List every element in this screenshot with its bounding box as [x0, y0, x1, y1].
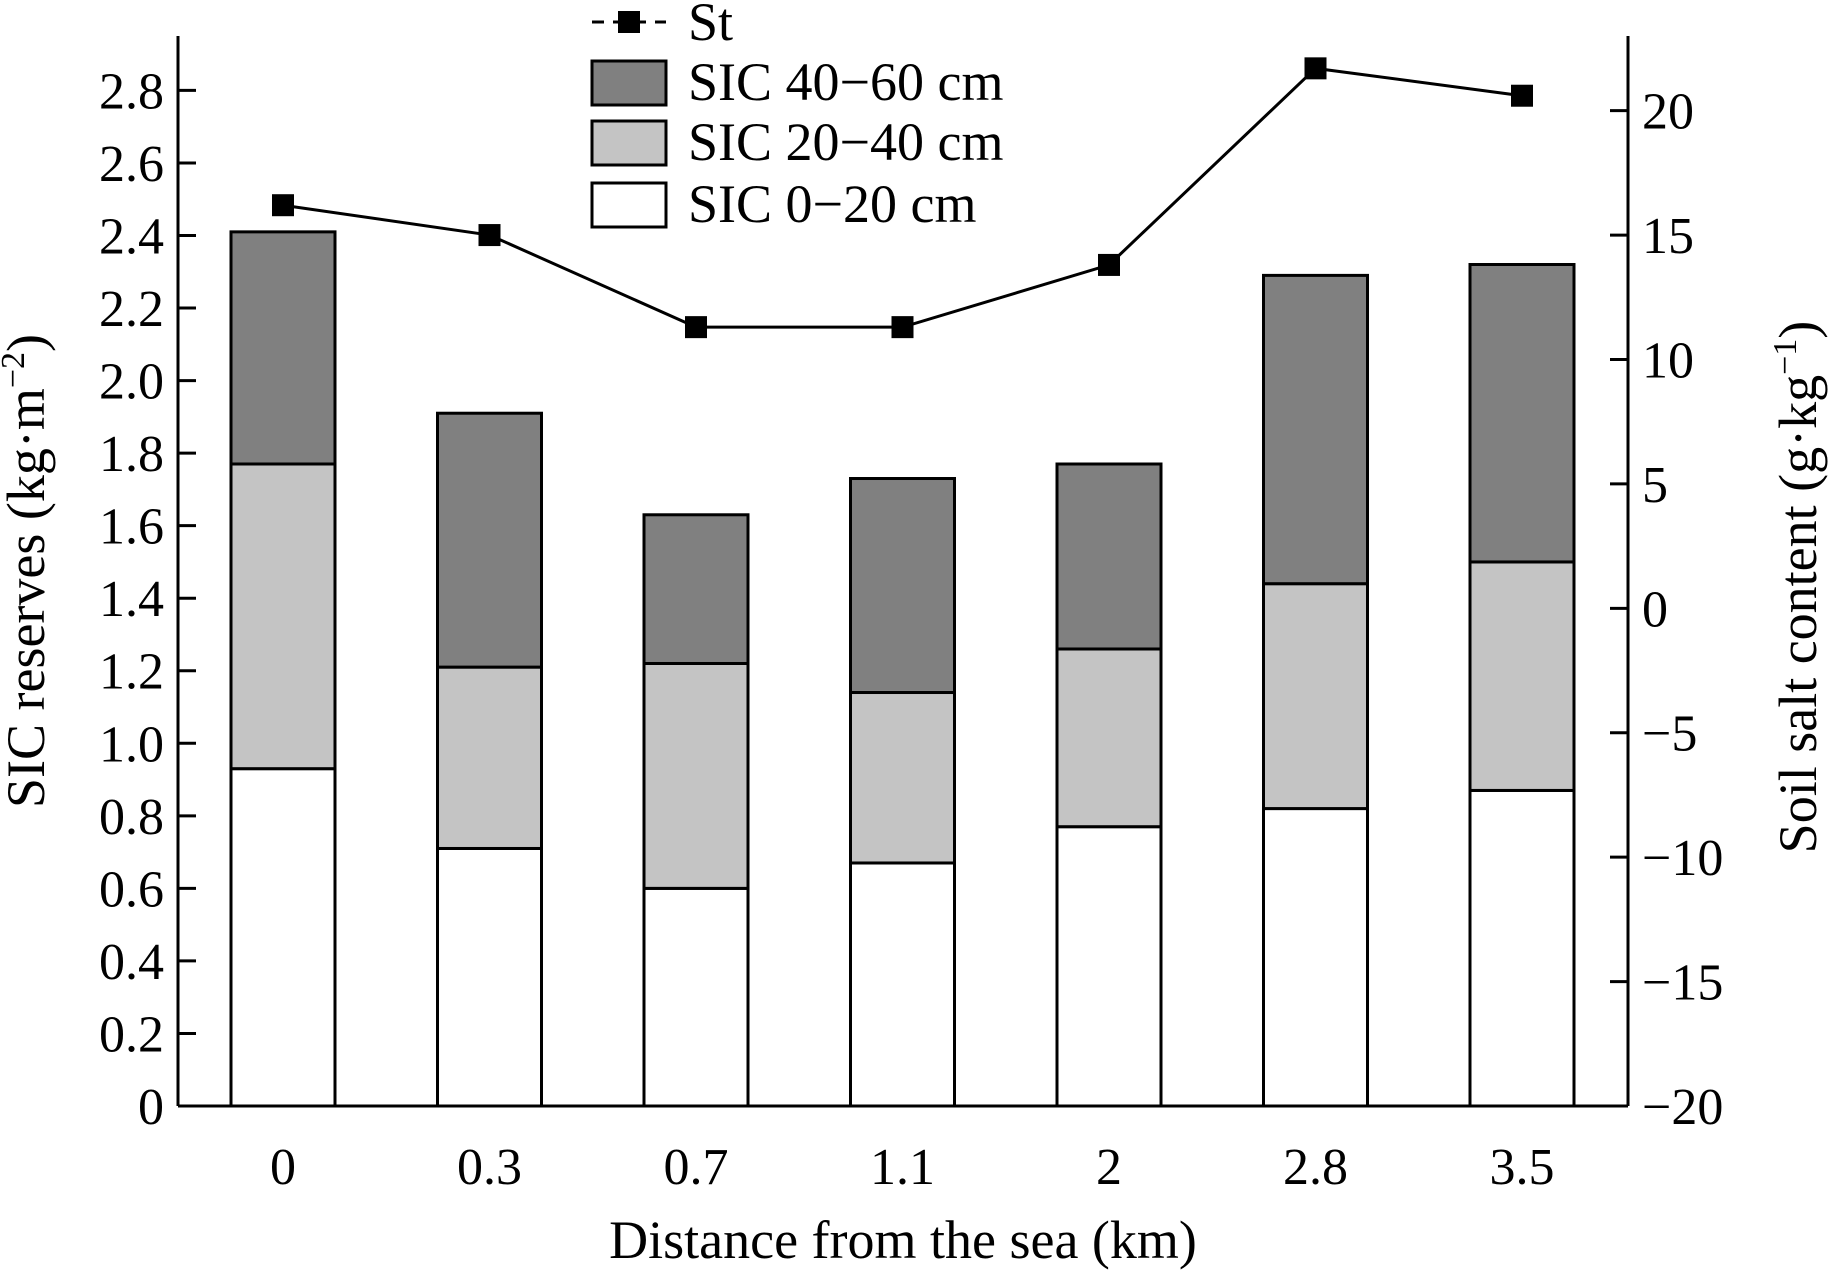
- left-tick-label: 0.8: [99, 789, 164, 846]
- legend-label: St: [688, 0, 733, 52]
- left-tick-label: 0.2: [99, 1006, 164, 1063]
- legend-swatch: [590, 181, 668, 229]
- left-tick-label: 0: [138, 1079, 164, 1136]
- st-point: [478, 224, 501, 247]
- left-tick-label: 1.2: [99, 644, 164, 701]
- bar-segment: [1055, 647, 1163, 829]
- right-tick-label: 10: [1642, 332, 1694, 389]
- right-tick-label: 20: [1642, 84, 1694, 141]
- left-tick-label: 1.8: [99, 426, 164, 483]
- st-point: [272, 194, 294, 217]
- bar-segment: [849, 861, 956, 1108]
- x-tick-label: 3.5: [1490, 1139, 1555, 1196]
- y-axis-title-right-suffix: ): [1768, 321, 1828, 339]
- right-tick-label: 0: [1642, 581, 1668, 638]
- st-point: [1511, 84, 1533, 107]
- legend-label: SIC 40−60 cm: [688, 52, 1003, 112]
- y-axis-title-left-suffix: ): [0, 334, 56, 352]
- x-tick-label: 0.7: [664, 1139, 729, 1196]
- bar-segment: [1262, 807, 1369, 1108]
- bar-segment: [229, 462, 337, 771]
- legend-label: SIC 20−40 cm: [688, 112, 1003, 172]
- legend-swatch: [590, 59, 668, 107]
- x-axis-title: Distance from the sea (km): [609, 1210, 1197, 1270]
- y-axis-title-right-superscript: −1: [1767, 339, 1804, 375]
- right-tick-label: 5: [1642, 457, 1668, 514]
- st-point: [891, 316, 914, 339]
- x-tick-label: 0.3: [457, 1139, 522, 1196]
- bar-segment: [436, 846, 543, 1108]
- left-tick-label: 2.0: [99, 354, 164, 411]
- bar-segment: [849, 477, 956, 695]
- bar-segment: [1055, 462, 1163, 651]
- legend-swatch: [590, 119, 668, 167]
- bar-segment: [1262, 273, 1369, 586]
- bars-layer: [229, 230, 1576, 1108]
- right-tick-label: 15: [1642, 208, 1694, 265]
- bar-segment: [1468, 263, 1576, 564]
- left-tick-label: 1.4: [99, 571, 164, 628]
- y-axis-title-left-superscript: −2: [0, 352, 32, 388]
- axes-layer: 0 0.2 0.4 0.6 0.8 1.0 1.2 1.4 1.6 1.8 2.0 2.2 2.4 2.6…: [99, 36, 1723, 1196]
- x-tick-label: 1.1: [870, 1139, 935, 1196]
- bar-segment: [849, 691, 956, 865]
- left-tick-label: 2.2: [99, 281, 164, 338]
- axis-titles: Distance from the sea (km) SIC reserves (…: [0, 321, 1828, 1270]
- bar-segment: [642, 661, 750, 890]
- bar-segment: [436, 411, 543, 669]
- bar-segment: [642, 513, 750, 665]
- left-tick-label: 2.8: [99, 63, 164, 120]
- y-axis-title-right: Soil salt content (g·kg−1): [1767, 321, 1828, 854]
- y-axis-title-right-text: Soil salt content (g·kg: [1768, 375, 1828, 853]
- bar-segment: [1262, 582, 1369, 811]
- right-tick-label: −20: [1642, 1079, 1723, 1136]
- right-tick-label: −15: [1642, 955, 1723, 1012]
- right-tick-label: −5: [1642, 706, 1697, 763]
- x-tick-label: 0: [270, 1139, 296, 1196]
- bar-segment: [1468, 560, 1576, 792]
- legend-label: SIC 0−20 cm: [688, 174, 976, 234]
- right-tick-label: −10: [1642, 830, 1723, 887]
- bar-segment: [1468, 788, 1576, 1108]
- y-axis-title-left-text: SIC reserves (kg·m: [0, 388, 56, 808]
- left-tick-label: 1.0: [99, 716, 164, 773]
- x-tick-label: 2: [1096, 1139, 1122, 1196]
- left-tick-label: 0.4: [99, 934, 164, 991]
- left-tick-label: 2.6: [99, 136, 164, 193]
- bar-segment: [229, 230, 337, 466]
- bar-segment: [1055, 825, 1163, 1108]
- bar-segment: [436, 665, 543, 850]
- left-tick-label: 2.4: [99, 208, 164, 265]
- line-layer: [272, 57, 1533, 339]
- legend-marker: [618, 11, 640, 33]
- x-tick-label: 2.8: [1283, 1139, 1348, 1196]
- y-axis-title-left: SIC reserves (kg·m−2): [0, 334, 56, 808]
- bar-segment: [642, 886, 750, 1108]
- st-point: [685, 316, 707, 339]
- left-tick-label: 0.6: [99, 861, 164, 918]
- st-point: [1098, 253, 1120, 276]
- st-point: [1304, 57, 1327, 80]
- bar-segment: [229, 767, 337, 1108]
- left-tick-label: 1.6: [99, 499, 164, 556]
